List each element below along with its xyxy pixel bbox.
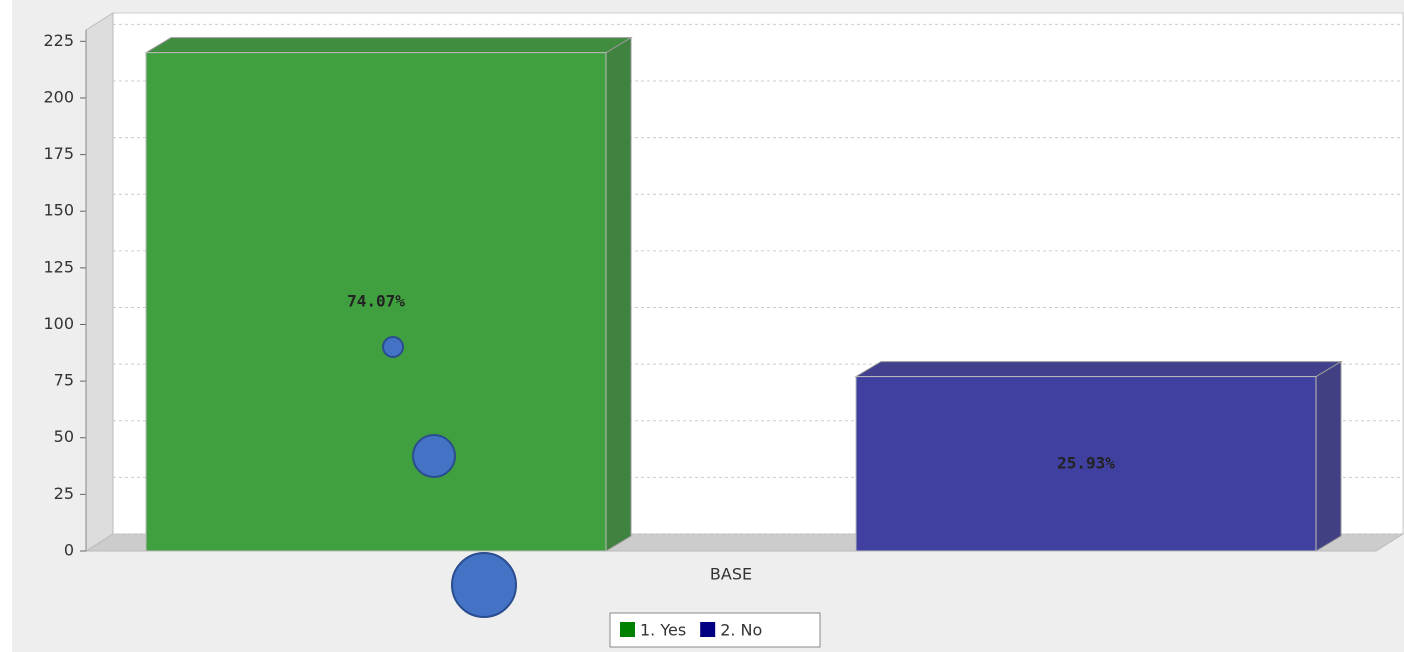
y-tick-label: 75 <box>54 371 74 390</box>
y-tick-label: 100 <box>43 314 74 333</box>
cursor-marker <box>451 552 517 618</box>
bar-side <box>1315 360 1342 552</box>
y-tick-label: 50 <box>54 427 74 446</box>
y-tick-label: 175 <box>43 144 74 163</box>
x-tick-label: BASE <box>710 565 752 584</box>
cursor-marker <box>382 336 404 358</box>
y-tick-label: 150 <box>43 201 74 220</box>
y-tick-label: 200 <box>43 87 74 106</box>
legend: 1. Yes 2. No <box>609 612 821 648</box>
bar-side <box>605 36 632 552</box>
bar <box>855 376 1317 552</box>
legend-label: 2. No <box>720 621 762 640</box>
value-label: 74.07% <box>347 291 405 310</box>
legend-swatch <box>700 622 716 637</box>
y-tick-label: 0 <box>64 541 74 560</box>
cursor-marker <box>412 434 456 478</box>
bar-top <box>854 361 1343 378</box>
legend-label: 1. Yes <box>640 621 686 640</box>
y-tick-label: 125 <box>43 257 74 276</box>
bar <box>145 52 607 552</box>
y-tick-label: 225 <box>43 31 74 50</box>
legend-swatch <box>620 622 635 637</box>
value-label: 25.93% <box>1057 453 1115 472</box>
left-wall <box>85 12 114 552</box>
y-tick-label: 25 <box>54 484 74 503</box>
plot-area: 0 25 50 75 100 125 150 175 200 225 BASE 74.07% 25.93… <box>43 12 1404 648</box>
bar-top <box>144 37 633 54</box>
